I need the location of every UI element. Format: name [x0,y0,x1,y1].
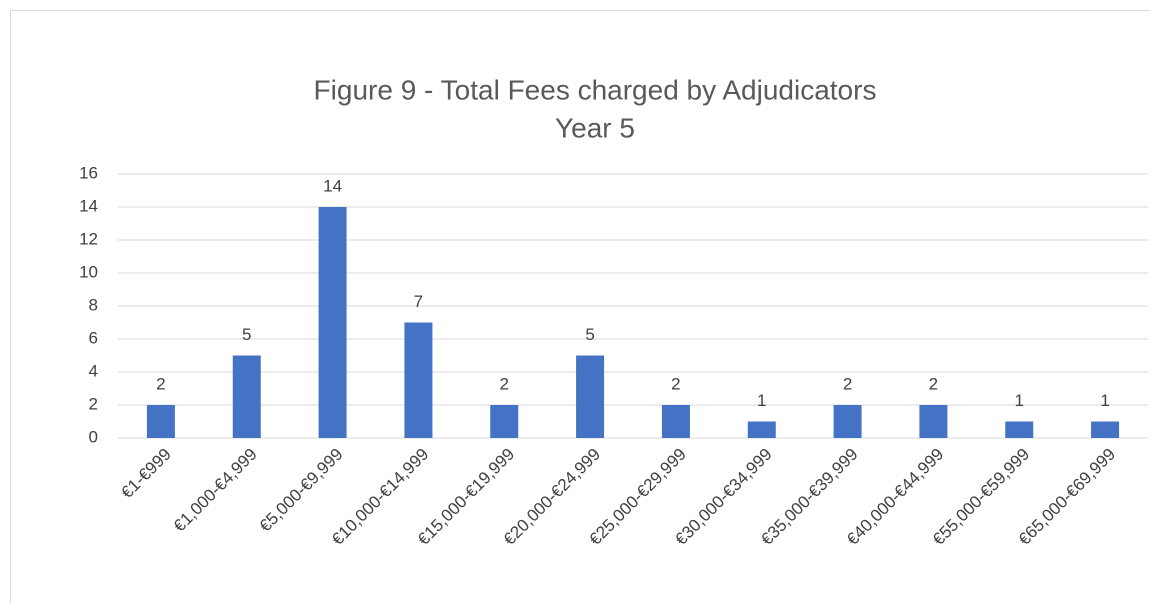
chart-title: Figure 9 - Total Fees charged by Adjudic… [314,74,877,105]
chart-border [10,10,1150,603]
y-tick-label: 12 [79,229,98,248]
x-tick-label: €1-€999 [117,445,175,503]
bar [490,405,519,438]
bar [1091,421,1120,438]
y-tick-label: 14 [79,196,98,215]
x-tick-label: €5,000-€9,999 [256,445,347,536]
bar [1005,421,1034,438]
chart-title: Year 5 [555,112,635,143]
y-tick-label: 4 [89,361,98,380]
data-label: 1 [757,391,766,410]
data-label: 2 [156,374,165,393]
bar [919,405,948,438]
data-label: 2 [843,374,852,393]
bar [661,405,690,438]
x-tick-label: €1,000-€4,999 [170,445,261,536]
bar [146,405,175,438]
bar [833,405,862,438]
y-tick-label: 2 [89,394,98,413]
y-tick-label: 16 [79,163,98,182]
y-tick-label: 6 [89,328,98,347]
y-tick-label: 8 [89,295,98,314]
data-label: 7 [414,292,423,311]
data-label: 2 [929,374,938,393]
data-label: 1 [1100,391,1109,410]
data-label: 5 [242,325,251,344]
data-label: 14 [323,176,342,195]
bar [318,207,347,438]
data-label: 2 [500,374,509,393]
bar [747,421,776,438]
data-label: 2 [671,374,680,393]
bar [576,355,605,438]
y-tick-label: 0 [89,427,98,446]
bar [232,355,261,438]
data-label: 5 [585,325,594,344]
data-label: 1 [1015,391,1024,410]
bar [404,322,433,438]
y-tick-label: 10 [79,262,98,281]
